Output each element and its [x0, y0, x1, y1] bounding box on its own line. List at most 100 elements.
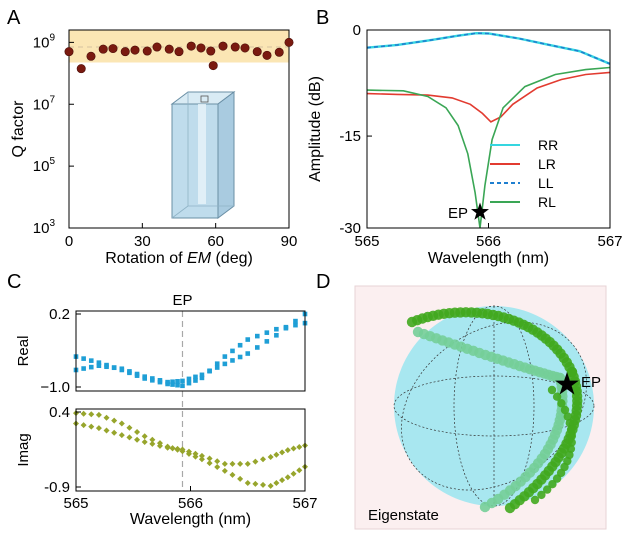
real-point	[175, 379, 180, 384]
imag-point	[206, 460, 213, 467]
real-point	[199, 375, 205, 381]
ep-label-c: EP	[172, 292, 192, 309]
imag-point	[221, 460, 228, 467]
real-point	[254, 333, 260, 339]
axis-label-q-factor: Q factor	[10, 100, 27, 158]
real-point	[254, 345, 260, 350]
imag-point	[244, 479, 251, 486]
real-point	[222, 361, 228, 367]
eigenstate-point	[567, 431, 576, 441]
q-point	[252, 47, 262, 57]
axis-label-wavelength-b: Wavelength (nm)	[428, 250, 549, 267]
imag-point	[252, 480, 259, 487]
imag-point	[244, 460, 251, 467]
real-point	[96, 363, 102, 369]
imag-point	[198, 456, 205, 463]
imag-point	[229, 460, 236, 467]
imag-point	[164, 444, 171, 451]
x-tick-label-c: 565	[63, 495, 88, 512]
real-point	[264, 339, 270, 344]
eigenstate-point	[563, 412, 572, 421]
real-point	[180, 383, 185, 389]
series-line-rr	[366, 31, 611, 66]
imag-point	[88, 423, 95, 430]
real-point	[111, 365, 117, 371]
eigenstate-point	[543, 485, 552, 494]
imag-point	[229, 471, 236, 478]
series-line-ll	[366, 32, 611, 65]
legend-label-rr: RR	[538, 137, 558, 153]
q-point	[108, 44, 118, 54]
q-point	[196, 43, 206, 53]
imag-point	[126, 434, 133, 441]
imag-point	[179, 446, 186, 453]
real-point	[165, 379, 170, 385]
x-tick-label-a: 90	[281, 233, 298, 250]
axis-label-rotation: Rotation of EM (deg)	[105, 250, 253, 267]
imag-point	[118, 420, 125, 427]
legend-label-rl: RL	[538, 194, 556, 210]
imag-point	[192, 450, 199, 457]
q-point	[186, 41, 196, 51]
imag-point	[156, 442, 163, 449]
q-point	[284, 37, 294, 47]
real-point	[283, 325, 289, 331]
y-tick-label-a: 103	[33, 218, 56, 237]
imag-point	[284, 447, 291, 454]
imag-point	[296, 444, 303, 450]
panel-d-sphere: EP Eigenstate	[354, 285, 607, 530]
real-point	[245, 337, 251, 342]
eigenstate-point	[565, 418, 574, 428]
x-tick-label-c: 566	[178, 495, 203, 512]
q-point	[142, 46, 152, 56]
axis-label-real: Real	[15, 336, 32, 367]
eigenstate-point	[560, 405, 570, 415]
x-tick-label-a: 30	[134, 233, 151, 250]
x-tick-label-b: 565	[354, 233, 379, 250]
plot-frame-b	[366, 29, 611, 229]
real-point	[264, 330, 270, 335]
ep-label-d: EP	[581, 374, 601, 391]
imag-point	[279, 449, 286, 456]
imag-point	[185, 448, 192, 455]
q-point	[64, 47, 74, 57]
axis-label-imag: Imag	[15, 433, 32, 466]
y-tick-label-b: 0	[353, 22, 361, 39]
imag-point	[149, 436, 156, 443]
real-point	[214, 365, 220, 370]
axis-label-amplitude: Amplitude (dB)	[307, 76, 324, 182]
imag-point	[267, 454, 274, 460]
q-points	[64, 37, 294, 74]
panel-label-d: D	[316, 271, 330, 293]
plot-frame-c0	[75, 310, 306, 392]
real-point	[170, 379, 175, 385]
imag-point	[260, 456, 267, 463]
legend-label-lr: LR	[538, 156, 556, 172]
imag-point	[260, 481, 267, 488]
y-tick-label-c: -0.9	[44, 479, 70, 496]
q-point	[120, 47, 130, 57]
eigenstate-point	[552, 474, 562, 483]
imag-point	[141, 439, 148, 445]
real-point	[293, 322, 298, 328]
imag-point	[169, 445, 176, 452]
real-point	[222, 354, 228, 359]
real-point	[96, 360, 102, 365]
real-point	[274, 332, 279, 338]
series-line-rl	[366, 66, 611, 229]
real-point	[127, 369, 132, 374]
eigenstate-point	[567, 438, 576, 447]
imag-point	[111, 429, 118, 436]
imag-point	[214, 458, 221, 465]
imag-point	[134, 436, 141, 443]
imag-point	[95, 411, 102, 418]
imag-point	[80, 410, 87, 417]
imag-point	[80, 422, 87, 429]
q-point	[86, 51, 96, 61]
imag-point	[237, 460, 244, 467]
imag-point	[174, 445, 181, 452]
panel-label-c: C	[7, 271, 21, 293]
imag-point	[141, 433, 148, 440]
x-tick-label-b: 567	[597, 233, 622, 250]
eigenstate-point	[566, 425, 576, 434]
